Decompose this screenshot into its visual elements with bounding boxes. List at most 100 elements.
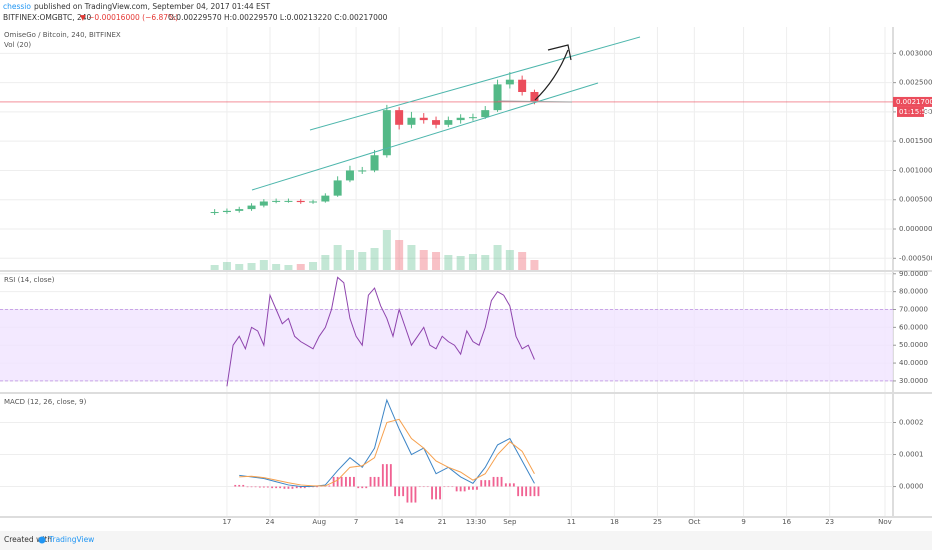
macd-histogram-bar	[496, 476, 499, 487]
y-tick-label: 0.00050000	[899, 196, 932, 204]
y-tick-label: 0.00300000	[899, 49, 932, 57]
x-tick-label: 9	[741, 518, 745, 526]
macd-histogram-bar	[299, 486, 302, 489]
macd-histogram-bar	[402, 486, 405, 497]
macd-histogram-bar	[369, 476, 372, 487]
macd-histogram-bar	[340, 476, 343, 487]
x-tick-label: 18	[610, 518, 619, 526]
price-label: 0.00217000	[896, 98, 932, 106]
countdown: 01:15:58	[899, 108, 930, 116]
macd-histogram-bar	[238, 484, 241, 487]
candle-body	[370, 155, 379, 171]
y-tick-label: 50.0000	[899, 341, 928, 349]
change: ▼ −0.00016000 (−6.87%)	[80, 13, 178, 22]
candle-body	[468, 117, 477, 119]
macd-histogram-bar	[459, 486, 462, 492]
macd-histogram-bar	[385, 464, 388, 487]
macd-histogram-bar	[443, 486, 446, 488]
volume-bar	[382, 230, 391, 270]
volume-bar	[210, 265, 219, 270]
macd-histogram-bar	[517, 486, 520, 497]
volume-bar	[419, 250, 428, 270]
macd-histogram-bar	[480, 480, 483, 487]
candle-body	[518, 79, 527, 92]
macd-histogram-bar	[422, 486, 425, 488]
macd-histogram-bar	[361, 486, 364, 489]
macd-histogram-bar	[242, 484, 245, 487]
macd-histogram-bar	[365, 486, 368, 489]
macd-histogram-bar	[414, 486, 417, 503]
macd-histogram-bar	[504, 483, 507, 487]
macd-histogram-bar	[246, 486, 249, 488]
candle-body	[296, 200, 305, 203]
x-tick-label: Oct	[688, 518, 700, 526]
pane-title: MACD (12, 26, close, 9)	[4, 398, 87, 406]
footer-brand[interactable]: TradingView	[48, 535, 94, 544]
candle-body	[358, 170, 367, 172]
panes: 0.003000000.002500000.002000000.00150000…	[0, 27, 932, 526]
drawings	[251, 36, 641, 191]
candle-body	[272, 200, 281, 202]
candle-body	[456, 117, 465, 121]
volume-bar	[468, 254, 477, 270]
macd-histogram-bar	[447, 486, 450, 488]
y-tick-label: 70.0000	[899, 306, 928, 314]
volume-bar	[530, 260, 539, 270]
volume-bar	[407, 245, 416, 270]
macd-histogram-bar	[529, 486, 532, 497]
y-tick-label: 0.00250000	[899, 79, 932, 87]
volume-bar	[456, 256, 465, 270]
trend-line	[251, 82, 599, 191]
macd-histogram-bar	[512, 483, 515, 487]
x-tick-label: 24	[266, 518, 275, 526]
candle-body	[210, 212, 219, 214]
macd-histogram-bar	[439, 486, 441, 500]
volume-bar	[235, 264, 244, 270]
volume-bar	[333, 245, 342, 270]
volume-bar	[444, 255, 453, 270]
y-tick-label: 0.0001	[899, 451, 924, 459]
pane-title: OmiseGo / Bitcoin, 240, BITFINEX	[4, 31, 121, 39]
signal-line	[239, 418, 535, 487]
volume-bar	[358, 252, 367, 270]
macd-histogram-bar	[435, 486, 437, 500]
x-tick-label: Aug	[312, 518, 326, 526]
macd-histogram-bar	[508, 483, 511, 487]
volume-bar	[432, 252, 441, 270]
countdown-box	[897, 106, 924, 117]
candle-body	[530, 91, 539, 102]
publisher[interactable]: chessio	[3, 2, 31, 11]
candle-body	[284, 200, 293, 202]
x-tick-label: 16	[782, 518, 791, 526]
rsi-band	[0, 309, 893, 381]
y-tick-label: 0.00100000	[899, 166, 932, 174]
volume-bar	[505, 250, 514, 270]
macd-histogram-bar	[418, 486, 421, 488]
volume-bar	[296, 264, 305, 270]
macd-histogram-bar	[500, 476, 503, 487]
y-tick-label: 90.0000	[899, 270, 928, 278]
macd-histogram-bar	[279, 486, 282, 489]
x-tick-label: 14	[395, 518, 404, 526]
volume-bar	[222, 262, 231, 270]
candle-body	[419, 117, 428, 121]
macd-histogram-bar	[472, 486, 474, 490]
candle-body	[382, 110, 391, 156]
candle-body	[432, 120, 441, 125]
ohlc: O:0.00229570 H:0.00229570 L:0.00213220 C…	[168, 13, 388, 22]
macd-histogram-bar	[410, 486, 413, 503]
y-tick-label: 0.00000000	[899, 225, 932, 233]
candle-body	[247, 205, 256, 210]
macd-histogram-bar	[328, 485, 331, 487]
volume-bar	[309, 262, 318, 270]
macd-histogram-bar	[234, 484, 237, 487]
support-line	[497, 100, 573, 103]
macd-histogram-bar	[283, 486, 286, 489]
macd-histogram-bar	[537, 486, 540, 497]
candle-body	[235, 209, 244, 211]
candle-body	[333, 180, 342, 196]
x-tick-label: 23	[825, 518, 834, 526]
x-tick-label: 17	[222, 518, 231, 526]
pane-title: RSI (14, close)	[4, 276, 55, 284]
